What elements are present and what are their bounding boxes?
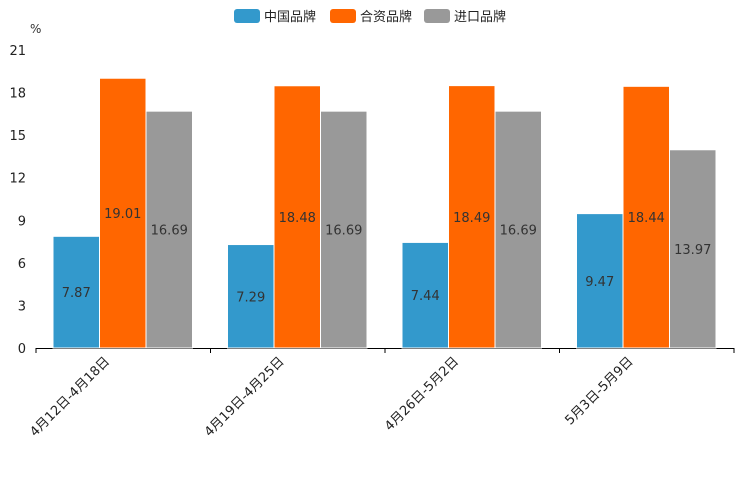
bars xyxy=(52,77,717,349)
legend-label: 中国品牌 xyxy=(264,9,316,25)
legend-label: 进口品牌 xyxy=(454,9,506,25)
data-label: 16.69 xyxy=(151,224,188,239)
data-labels: 7.87 19.01 16.69 7.29 18.48 16.69 7.44 18.49 16.… xyxy=(62,207,712,305)
bar xyxy=(52,235,100,349)
data-label: 18.44 xyxy=(628,211,665,226)
legend-swatch xyxy=(330,9,356,23)
bar xyxy=(448,85,496,349)
data-label: 18.48 xyxy=(279,211,316,226)
y-tick-label: 6 xyxy=(18,257,26,272)
legend-swatch xyxy=(234,9,260,23)
y-tick-label: 3 xyxy=(18,299,26,314)
bar xyxy=(576,213,624,349)
y-axis: 0 3 6 9 12 15 18 21 xyxy=(9,44,26,357)
y-tick-label: 21 xyxy=(9,44,26,59)
data-label: 13.97 xyxy=(674,243,711,258)
y-tick-label: 9 xyxy=(18,214,26,229)
y-tick-label: 12 xyxy=(9,172,26,187)
legend-swatch xyxy=(424,9,450,23)
x-axis: 4月12日-4月18日 4月19日-4月25日 4月26日-5月2日 5月3日-5月9… xyxy=(27,348,735,440)
legend: 中国品牌 合资品牌 进口品牌 xyxy=(234,9,506,25)
data-label: 7.29 xyxy=(236,290,265,305)
y-tick-label: 0 xyxy=(18,342,26,357)
y-tick-label: 15 xyxy=(9,129,26,144)
bar xyxy=(494,110,542,349)
x-tick-label: 4月26日-5月2日 xyxy=(382,354,462,434)
legend-label: 合资品牌 xyxy=(360,9,412,25)
data-label: 9.47 xyxy=(585,275,614,290)
bar xyxy=(227,244,275,349)
bar xyxy=(320,110,368,349)
bar xyxy=(273,85,321,349)
x-tick-label: 4月12日-4月18日 xyxy=(27,354,113,440)
data-label: 7.44 xyxy=(411,289,440,304)
data-label: 16.69 xyxy=(325,224,362,239)
bar xyxy=(622,85,670,349)
data-label: 7.87 xyxy=(62,286,91,301)
data-label: 16.69 xyxy=(500,224,537,239)
y-tick-label: 18 xyxy=(9,87,26,102)
x-tick-label: 4月19日-4月25日 xyxy=(202,354,288,440)
x-tick-label: 5月3日-5月9日 xyxy=(562,354,636,428)
bar xyxy=(401,241,449,349)
bar xyxy=(145,110,193,349)
bar xyxy=(669,149,717,349)
y-axis-unit: % xyxy=(30,22,41,36)
data-label: 18.49 xyxy=(453,211,490,226)
data-label: 19.01 xyxy=(104,207,141,222)
